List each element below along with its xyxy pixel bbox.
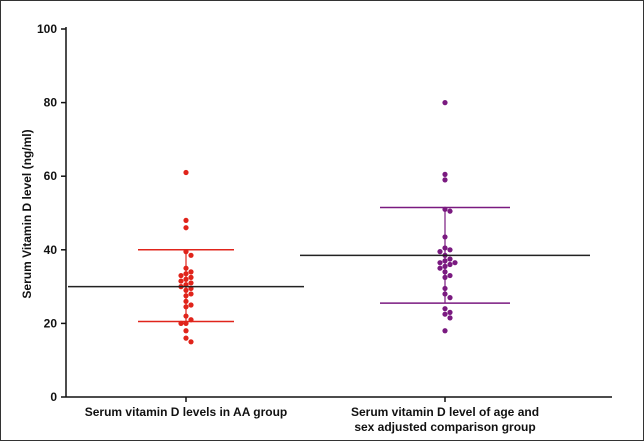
- data-point: [188, 252, 194, 258]
- data-point: [178, 320, 184, 326]
- data-point: [442, 269, 448, 275]
- data-point: [437, 249, 443, 255]
- data-point: [183, 276, 189, 282]
- data-point: [183, 249, 189, 255]
- data-point: [442, 311, 448, 317]
- y-tick-label: 100: [37, 22, 57, 36]
- data-point: [183, 169, 189, 176]
- data-point: [437, 260, 443, 266]
- data-point: [183, 265, 189, 271]
- data-point: [183, 271, 189, 277]
- data-point: [183, 293, 189, 299]
- data-point: [447, 315, 453, 321]
- data-point: [183, 225, 189, 231]
- data-point: [447, 247, 453, 253]
- data-point: [447, 272, 453, 279]
- data-point: [188, 291, 194, 297]
- data-point: [442, 171, 448, 177]
- category-label: Serum vitamin D levels in AA group: [85, 405, 288, 419]
- data-point: [183, 313, 189, 319]
- data-point: [452, 260, 458, 266]
- data-point: [442, 328, 448, 334]
- data-point: [442, 263, 448, 269]
- data-point: [183, 320, 189, 326]
- data-point: [437, 265, 443, 271]
- data-point: [188, 274, 194, 280]
- data-point: [188, 302, 194, 308]
- y-tick-label: 40: [44, 243, 58, 257]
- y-tick-label: 60: [44, 169, 58, 183]
- data-point: [442, 245, 448, 251]
- data-point: [188, 280, 194, 286]
- data-point: [183, 304, 189, 310]
- data-point: [178, 272, 184, 279]
- data-point: [178, 278, 184, 284]
- y-tick-label: 20: [44, 316, 58, 330]
- data-point: [447, 261, 453, 268]
- data-point: [183, 287, 189, 293]
- data-point: [188, 269, 194, 275]
- data-point: [442, 206, 448, 212]
- data-point: [442, 285, 448, 292]
- data-point: [447, 309, 453, 315]
- data-point: [183, 335, 189, 341]
- data-point: [188, 339, 194, 345]
- y-tick-label: 0: [50, 390, 57, 404]
- group-1: Serum vitamin D levels in AA group: [68, 169, 304, 419]
- data-point: [442, 100, 448, 106]
- category-label: sex adjusted comparison group: [354, 420, 535, 434]
- category-label: Serum vitamin D level of age and: [351, 405, 539, 419]
- data-point: [442, 291, 448, 297]
- data-point: [183, 217, 189, 223]
- data-point: [442, 177, 448, 183]
- y-axis-label: Serum Vitamin D level (ng/ml): [20, 129, 34, 298]
- data-point: [442, 274, 448, 280]
- data-point: [447, 295, 453, 301]
- data-point: [442, 234, 448, 240]
- data-point: [442, 258, 448, 264]
- y-tick-label: 80: [44, 96, 58, 110]
- data-point: [442, 306, 448, 312]
- data-point: [447, 256, 453, 262]
- data-point: [183, 298, 189, 304]
- data-point: [188, 317, 194, 323]
- data-point: [183, 328, 189, 334]
- data-point: [447, 208, 453, 214]
